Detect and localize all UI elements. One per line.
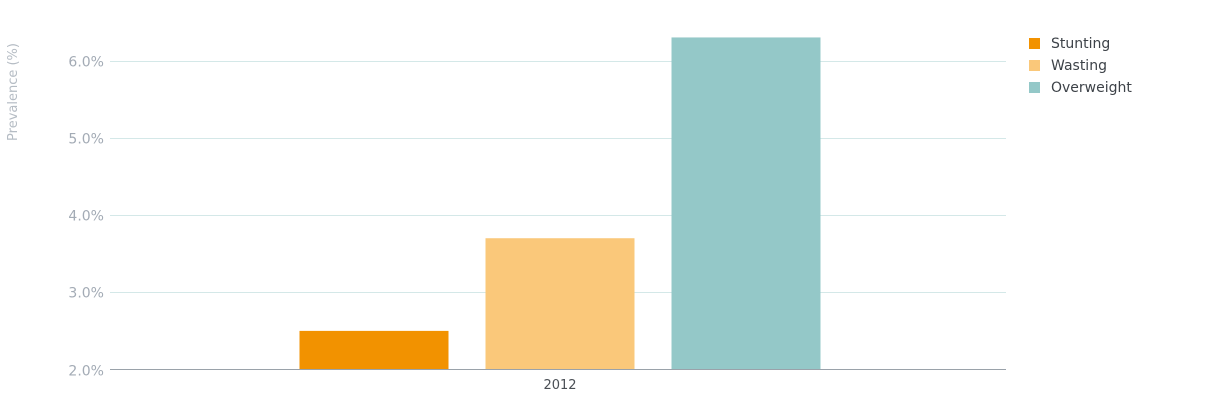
x-axis-labels: 2012 (543, 378, 576, 393)
bar-wasting (485, 238, 635, 370)
legend-label-stunting: Stunting (1051, 36, 1110, 52)
x-tick-label: 2012 (543, 378, 576, 393)
bars (299, 37, 821, 370)
y-tick-label: 6.0% (68, 55, 104, 71)
bar-stunting (299, 330, 449, 370)
legend: Stunting Wasting Overweight (1029, 36, 1132, 96)
legend-swatch-stunting (1029, 38, 1040, 49)
y-tick-label: 3.0% (68, 286, 104, 302)
legend-label-overweight: Overweight (1051, 80, 1132, 96)
y-axis-ticks: 2.0% 3.0% 4.0% 5.0% 6.0% (68, 55, 104, 380)
bar-overweight (671, 37, 821, 370)
y-tick-label: 4.0% (68, 209, 104, 225)
y-tick-label: 5.0% (68, 132, 104, 148)
y-axis-title: Prevalence (%) (6, 43, 21, 141)
legend-swatch-overweight (1029, 82, 1040, 93)
legend-label-wasting: Wasting (1051, 58, 1107, 74)
legend-swatch-wasting (1029, 60, 1040, 71)
y-tick-label: 2.0% (68, 364, 104, 380)
